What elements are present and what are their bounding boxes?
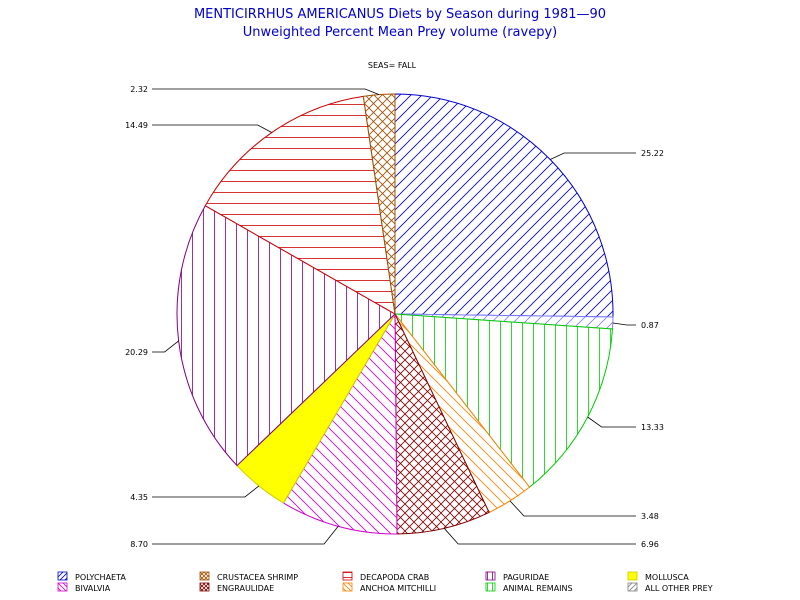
slice-value-label-engraulidae: 6.96	[641, 540, 659, 549]
legend-swatch-all-other-prey	[627, 582, 638, 592]
legend-label-mollusca: MOLLUSCA	[645, 573, 689, 582]
legend-swatch-paguridae	[485, 571, 496, 581]
legend-label-crustacea-shrimp: CRUSTACEA SHRIMP	[217, 573, 298, 582]
slice-value-label-mollusca: 4.35	[130, 493, 148, 502]
legend-swatch-mollusca	[627, 571, 638, 581]
legend-label-decapoda-crab: DECAPODA CRAB	[360, 573, 429, 582]
slice-value-label-anchoa-mitchilli: 3.48	[641, 512, 659, 521]
pie-slice-animal-remains	[393, 313, 614, 488]
leader-line-paguridae	[152, 340, 179, 353]
legend-swatch-animal-remains	[485, 582, 496, 592]
leader-line-engraulidae	[443, 528, 636, 545]
legend-label-engraulidae: ENGRAULIDAE	[217, 584, 274, 593]
leader-line-polychaeta	[550, 152, 636, 160]
legend-label-polychaeta: POLYCHAETA	[75, 573, 126, 582]
legend-label-all-other-prey: ALL OTHER PREY	[645, 584, 713, 593]
pie-slice-crustacea-shrimp	[362, 93, 396, 315]
leader-line-bivalvia	[152, 526, 339, 545]
leader-line-animal-remains	[587, 416, 636, 428]
slice-value-label-decapoda-crab: 14.49	[125, 121, 148, 130]
leader-line-anchoa-mitchilli	[509, 500, 636, 517]
chart-subtitle: Unweighted Percent Mean Prey volume (rav…	[243, 25, 557, 40]
pie-slice-bivalvia	[282, 312, 398, 535]
slice-value-label-bivalvia: 8.70	[130, 540, 148, 549]
leader-line-crustacea-shrimp	[152, 88, 380, 95]
legend-label-animal-remains: ANIMAL REMAINS	[503, 584, 573, 593]
legend-swatch-anchoa-mitchilli	[342, 582, 353, 592]
slice-leaders: 25.22 0.87 13.33 3.48 6.96 8.70 4.35 20.29 14.49…	[125, 85, 664, 549]
slice-value-label-all-other-prey: 0.87	[641, 321, 659, 330]
legend-swatch-crustacea-shrimp	[199, 571, 210, 581]
legend-label-anchoa-mitchilli: ANCHOA MITCHILLI	[360, 584, 436, 593]
chart-title: MENTICIRRHUS AMERICANUS Diets by Season …	[194, 7, 606, 22]
pie-slice-decapoda-crab	[204, 95, 396, 315]
leader-line-decapoda-crab	[152, 124, 272, 133]
slice-value-label-polychaeta: 25.22	[641, 149, 664, 158]
slice-value-label-crustacea-shrimp: 2.32	[130, 85, 148, 94]
legend-swatch-bivalvia	[57, 582, 68, 592]
legend: POLYCHAETA CRUSTACEA SHRIMP DECAPODA CRAB P…	[57, 571, 713, 593]
legend-label-paguridae: PAGURIDAE	[503, 573, 549, 582]
slice-value-label-animal-remains: 13.33	[641, 423, 664, 432]
legend-swatch-polychaeta	[57, 571, 68, 581]
leader-line-all-other-prey	[612, 322, 636, 326]
leader-line-mollusca	[152, 485, 260, 498]
slice-value-label-paguridae: 20.29	[125, 348, 148, 357]
panel-label: SEAS= FALL	[368, 61, 417, 70]
legend-swatch-decapoda-crab	[342, 571, 353, 581]
pie-slice-polychaeta	[394, 93, 614, 318]
legend-swatch-engraulidae	[199, 582, 210, 592]
pie-slices	[176, 93, 614, 535]
legend-label-bivalvia: BIVALVIA	[75, 584, 111, 593]
pie-slice-paguridae	[176, 205, 396, 467]
